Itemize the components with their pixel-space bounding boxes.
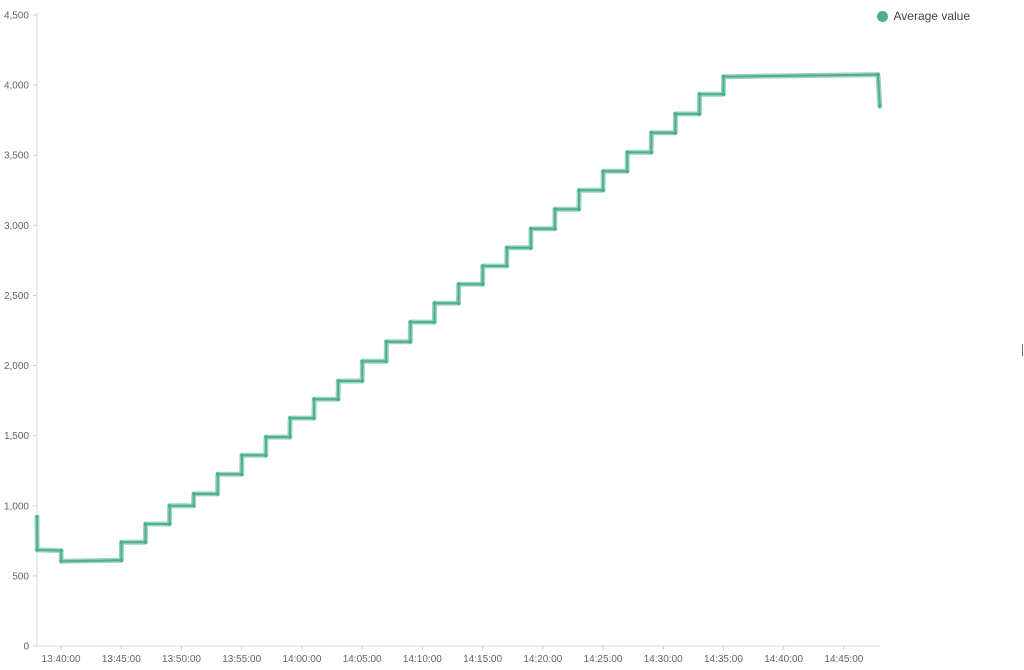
data-point <box>35 548 39 552</box>
y-tick-label: 3,000 <box>4 221 29 232</box>
resize-handle[interactable] <box>1022 344 1023 356</box>
data-point <box>59 548 63 553</box>
data-point <box>697 92 702 96</box>
legend-swatch <box>876 10 888 22</box>
data-point <box>649 131 654 135</box>
data-point <box>529 227 533 231</box>
data-point <box>601 188 605 193</box>
data-point <box>384 339 389 344</box>
y-tick-label: 4,500 <box>4 11 29 22</box>
data-point <box>649 150 653 155</box>
data-point <box>553 227 557 231</box>
series-band <box>34 72 883 564</box>
data-point <box>432 320 437 324</box>
data-point <box>312 416 316 420</box>
data-point <box>504 264 509 268</box>
data-point <box>336 397 340 402</box>
data-point <box>336 379 341 383</box>
data-point <box>119 540 124 544</box>
data-point <box>360 379 365 383</box>
y-tick-label: 3,500 <box>4 151 29 162</box>
data-point <box>878 104 882 108</box>
x-tick-label: 14:20:00 <box>523 654 562 665</box>
y-tick-label: 1,000 <box>4 501 29 512</box>
data-point <box>167 522 172 526</box>
x-tick-label: 14:00:00 <box>282 654 321 665</box>
y-tick-label: 2,000 <box>4 361 29 372</box>
x-tick-label: 13:40:00 <box>42 654 81 665</box>
y-tick-label: 2,500 <box>4 291 29 302</box>
x-tick-label: 14:30:00 <box>644 654 683 665</box>
x-tick-label: 14:05:00 <box>343 654 382 665</box>
data-point <box>167 504 172 508</box>
data-point <box>288 416 292 420</box>
data-point <box>143 540 148 544</box>
y-tick-label: 500 <box>12 571 29 582</box>
axes <box>36 12 880 647</box>
x-axis-ticks: 13:40:00 13:45:00 13:50:00 13:55:00 14:00:00… <box>42 646 864 665</box>
data-point <box>191 504 196 508</box>
data-point <box>721 74 726 79</box>
data-point <box>288 435 292 439</box>
data-point <box>264 435 268 439</box>
data-point <box>360 359 365 364</box>
x-tick-label: 14:15:00 <box>463 654 502 665</box>
data-point <box>625 169 629 174</box>
data-point <box>505 246 509 250</box>
data-point <box>625 150 630 155</box>
x-tick-label: 13:55:00 <box>222 654 261 665</box>
data-point <box>192 492 196 496</box>
data-point <box>529 246 533 250</box>
x-tick-label: 14:40:00 <box>764 654 803 665</box>
data-point <box>35 515 39 519</box>
data-point <box>673 112 678 116</box>
y-tick-label: 0 <box>23 642 29 653</box>
legend[interactable]: Average value <box>876 9 971 23</box>
data-point <box>384 359 389 364</box>
data-point <box>577 207 581 211</box>
data-point <box>239 472 244 477</box>
data-point <box>59 559 64 563</box>
data-point <box>553 207 557 211</box>
data-point <box>240 453 244 458</box>
data-point <box>601 169 605 174</box>
data-point <box>264 453 268 458</box>
x-tick-label: 14:35:00 <box>704 654 743 665</box>
x-tick-label: 13:50:00 <box>162 654 201 665</box>
data-point <box>721 92 726 96</box>
data-point <box>673 131 678 135</box>
data-point <box>216 472 220 477</box>
data-point <box>697 112 702 116</box>
y-tick-label: 1,500 <box>4 431 29 442</box>
data-point <box>456 301 461 306</box>
data-point <box>408 320 413 324</box>
x-tick-label: 13:45:00 <box>102 654 141 665</box>
data-point <box>456 282 461 287</box>
x-tick-label: 14:10:00 <box>403 654 442 665</box>
data-point <box>577 188 581 193</box>
data-point <box>408 339 413 344</box>
x-tick-label: 14:25:00 <box>584 654 623 665</box>
series-layer <box>34 72 883 564</box>
data-point <box>876 72 880 77</box>
y-tick-label: 4,000 <box>4 81 29 92</box>
y-axis-ticks: 0 500 1,000 1,500 2,000 2,500 3,000 3,500 4,000 4… <box>4 11 37 653</box>
legend-label: Average value <box>893 9 971 23</box>
series-line <box>36 73 881 563</box>
x-tick-label: 14:45:00 <box>824 654 863 665</box>
data-point <box>312 397 317 402</box>
data-point <box>480 282 485 287</box>
data-point <box>215 492 220 496</box>
data-point <box>143 522 148 526</box>
data-point <box>481 264 485 268</box>
data-point <box>119 558 124 562</box>
data-point <box>432 301 437 306</box>
